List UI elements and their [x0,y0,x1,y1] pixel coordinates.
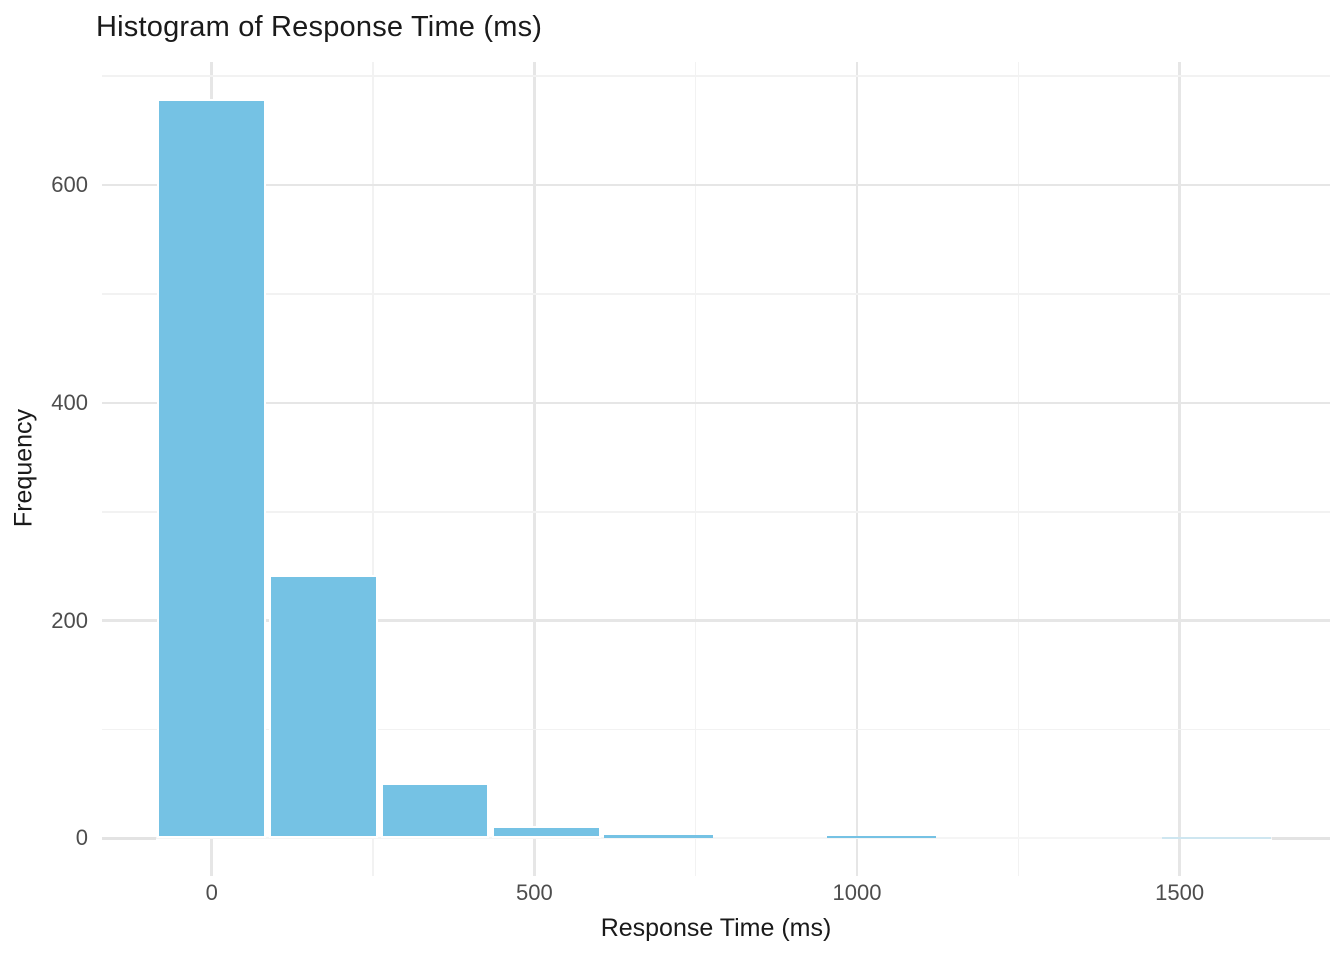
gridline-x-minor [372,62,374,876]
y-tick-label: 400 [51,389,88,415]
y-tick-label: 600 [51,172,88,198]
gridline-x-minor [694,62,697,876]
histogram-bar [1162,837,1271,839]
x-tick-label: 1500 [1155,879,1205,905]
gridline-y-major [102,401,1330,405]
chart-title: Histogram of Response Time (ms) [96,11,543,43]
gridline-y-minor [102,293,1330,295]
gridline-y-minor [102,75,1330,77]
gridline-y-major [102,619,1330,622]
x-tick-label: 0 [205,879,218,905]
histogram-bar [492,826,601,839]
x-tick-label: 1000 [832,879,882,905]
histogram-bar [157,99,266,839]
gridline-y-baseline [102,837,1330,840]
gridline-y-minor [102,511,1330,513]
histogram-bar [380,782,490,839]
y-tick-label: 200 [51,607,88,633]
baseline-exposed-right [1272,836,1330,840]
gridline-x-major [533,62,536,876]
gridline-x-major [855,62,859,876]
histogram-bar [603,835,713,839]
x-axis-title: Response Time (ms) [600,914,832,942]
y-axis-title: Frequency [9,408,38,528]
gridline-y-minor [102,728,1330,731]
y-tick-label: 0 [75,825,88,851]
gridline-y-major [102,183,1330,187]
gridline-x-minor [1017,62,1020,876]
gridline-x-major [1178,62,1181,876]
histogram-bar [827,836,936,839]
plot-panel [102,62,1330,876]
x-tick-label: 500 [515,879,553,905]
baseline-exposed-left [102,836,156,840]
histogram-bar [269,574,378,839]
